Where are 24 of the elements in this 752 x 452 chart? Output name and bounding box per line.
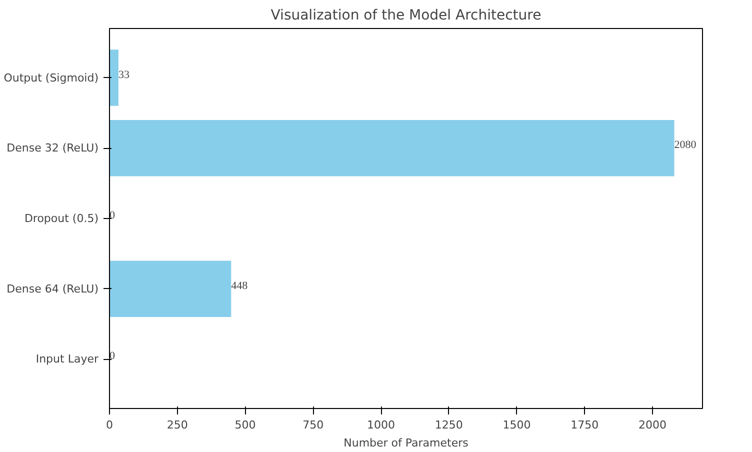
x-tick-label: 1500 bbox=[502, 418, 531, 432]
chart-title: Visualization of the Model Architecture bbox=[270, 8, 542, 24]
x-tick-label: 250 bbox=[166, 418, 188, 432]
y-tick-label: Input Layer bbox=[36, 352, 99, 366]
x-tick-label: 1250 bbox=[434, 418, 463, 432]
y-tick-label: Dense 64 (ReLU) bbox=[6, 282, 99, 296]
data-label: 33 bbox=[118, 68, 130, 81]
y-tick-label: Output (Sigmoid) bbox=[4, 71, 98, 84]
x-tick-label: 1000 bbox=[367, 418, 396, 432]
x-tick-label: 500 bbox=[234, 418, 256, 432]
x-tick-label: 0 bbox=[106, 418, 113, 432]
bar bbox=[110, 120, 674, 176]
data-label: 448 bbox=[231, 280, 248, 292]
bar bbox=[110, 50, 118, 106]
y-tick-label: Dense 32 (ReLU) bbox=[6, 142, 99, 155]
data-label: 2080 bbox=[674, 139, 697, 152]
y-tick-label: Dropout (0.5) bbox=[24, 212, 99, 225]
x-tick-label: 750 bbox=[302, 418, 324, 432]
x-axis-title: Number of Parameters bbox=[344, 436, 469, 450]
data-label: 0 bbox=[110, 210, 116, 222]
bar bbox=[110, 260, 232, 318]
x-tick-label: 2000 bbox=[638, 418, 667, 432]
x-tick-label: 1750 bbox=[570, 418, 599, 432]
data-label: 0 bbox=[110, 350, 116, 362]
